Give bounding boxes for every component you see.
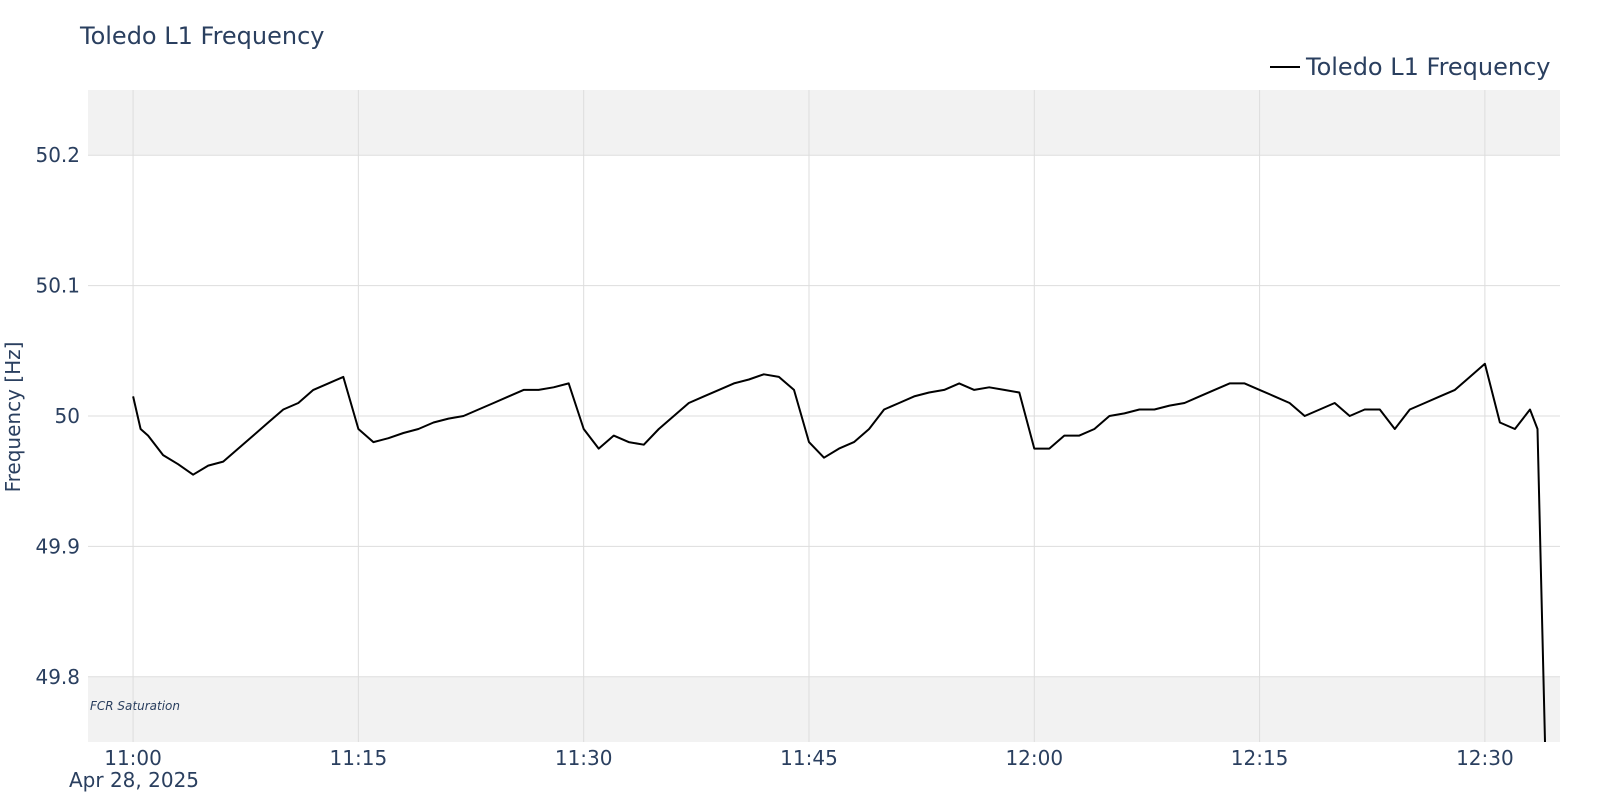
series-line-1 xyxy=(132,362,1546,743)
y-tick-label: 49.9 xyxy=(35,534,80,558)
chart-title: Toledo L1 Frequency xyxy=(79,22,325,50)
series-layer xyxy=(132,362,1546,743)
band-annotation-label: FCR Saturation xyxy=(90,699,180,713)
band-layer: FCR Saturation xyxy=(88,90,1560,742)
x-tick-label: 11:00 xyxy=(104,746,162,770)
y-tick-label: 50 xyxy=(55,404,80,428)
x-tick-label: 12:00 xyxy=(1005,746,1063,770)
x-tick-label: 11:15 xyxy=(330,746,388,770)
shaded-band-1 xyxy=(88,90,1560,156)
tick-layer: 49.8 49.9 50 50.1 50.2 11:00 11:15 11:30 11:45 12… xyxy=(35,143,1513,770)
x-tick-label: 12:15 xyxy=(1231,746,1289,770)
y-tick-label: 50.1 xyxy=(35,274,80,298)
x-tick-label: 11:45 xyxy=(780,746,838,770)
shaded-band-2 xyxy=(88,676,1560,742)
y-tick-label: 49.8 xyxy=(35,665,80,689)
legend-label: Toledo L1 Frequency xyxy=(1305,53,1551,81)
x-tick-label: 12:30 xyxy=(1456,746,1514,770)
grid-layer xyxy=(88,90,1560,742)
x-tick-date: Apr 28, 2025 xyxy=(69,768,199,792)
legend[interactable]: Toledo L1 Frequency xyxy=(1270,53,1551,81)
y-tick-label: 50.2 xyxy=(35,143,80,167)
y-axis-title: Frequency [Hz] xyxy=(1,342,25,493)
x-tick-label: 11:30 xyxy=(555,746,613,770)
